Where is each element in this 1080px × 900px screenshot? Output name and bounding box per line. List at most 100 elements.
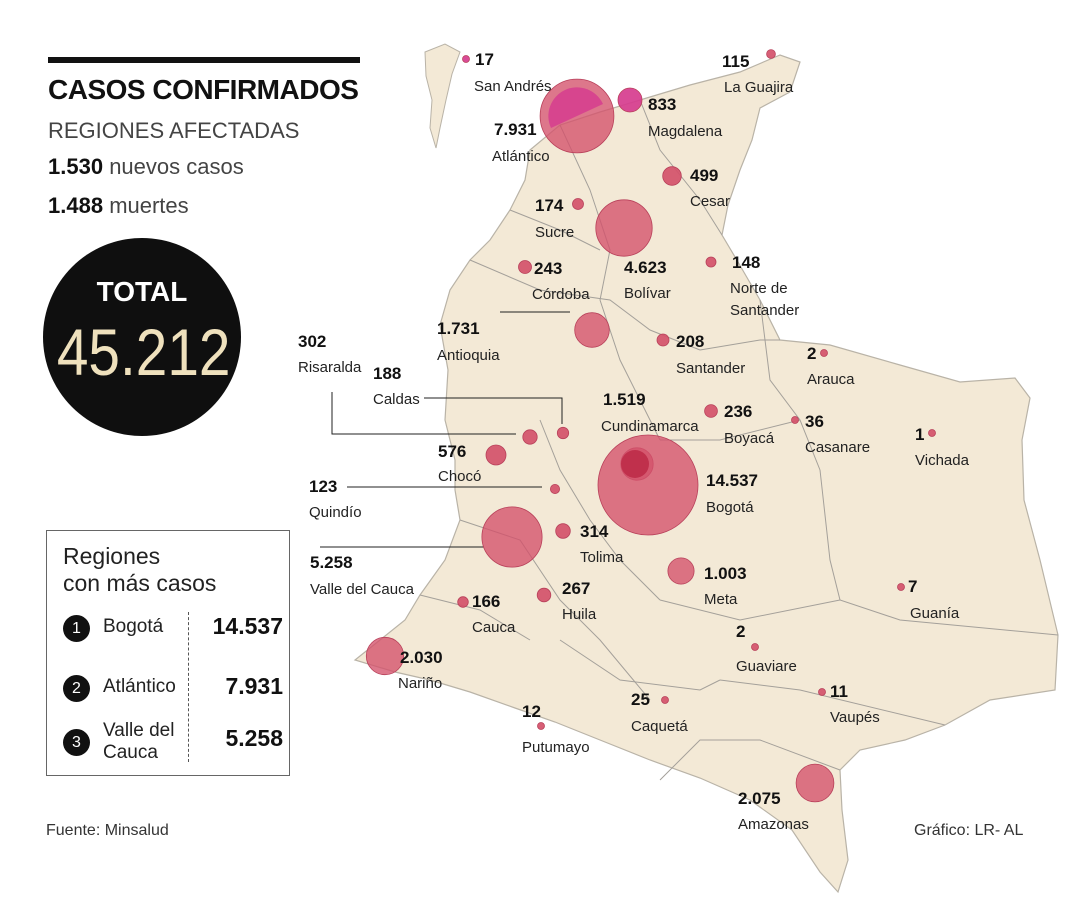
- bubble-caldas: [556, 426, 570, 440]
- bubble-caquet-: [661, 696, 669, 704]
- region-name: Cundinamarca: [601, 418, 699, 435]
- rank-name-line1: Valle del: [103, 720, 175, 741]
- bubble-c-rdoba: [518, 260, 532, 274]
- region-name: Caquetá: [631, 718, 688, 735]
- bubble-huila: [536, 587, 552, 603]
- rank-name: Valle del Cauca: [103, 720, 174, 764]
- ranking-row: 1 Bogotá 14.537: [63, 611, 283, 651]
- region-name: Chocó: [438, 468, 481, 485]
- rank-name-line2: Cauca: [103, 742, 158, 763]
- bubble-tolima: [555, 523, 571, 539]
- region-name: Norte de: [730, 280, 788, 297]
- rank-value: 7.931: [225, 673, 283, 699]
- bubble-amazonas: [795, 763, 835, 803]
- credit-note: Gráfico: LR- AL: [914, 822, 1024, 839]
- region-name: Antioquia: [437, 347, 500, 364]
- page-subtitle: REGIONES AFECTADAS: [48, 118, 300, 143]
- total-label: TOTAL: [96, 276, 188, 307]
- region-value: 576: [438, 442, 466, 461]
- region-value: 1.519: [603, 390, 646, 409]
- region-name: Arauca: [807, 371, 855, 388]
- region-value: 1.731: [437, 319, 480, 338]
- region-value: 314: [580, 522, 609, 541]
- region-value: 2: [736, 622, 745, 641]
- case-bubbles: [365, 49, 936, 803]
- region-value: 11: [830, 682, 848, 701]
- region-value: 12: [522, 702, 541, 721]
- bubble-bogot-: [597, 434, 699, 536]
- region-value: 25: [631, 690, 650, 709]
- total-badge: TOTAL 45.212: [43, 238, 241, 436]
- bubble-vichada: [928, 429, 936, 437]
- region-name: Huila: [562, 606, 597, 623]
- ranking-box: Regiones con más casos 1 Bogotá 14.537 2…: [46, 530, 290, 776]
- region-name: Santander: [730, 302, 799, 319]
- region-name: Sucre: [535, 224, 574, 241]
- region-name: Risaralda: [298, 359, 362, 376]
- bubble-cauca: [457, 596, 469, 608]
- region-value: 499: [690, 166, 718, 185]
- rank-number: 3: [63, 729, 90, 756]
- region-name: San Andrés: [474, 78, 552, 95]
- bubble-quind-o: [550, 483, 561, 494]
- region-name: Guanía: [910, 605, 960, 622]
- new-cases-value: 1.530: [48, 154, 104, 179]
- bubble-guaviare: [751, 643, 759, 651]
- rank-value: 5.258: [225, 725, 283, 751]
- region-name: Meta: [704, 591, 738, 608]
- region-value: 236: [724, 402, 752, 421]
- ranking-divider: [188, 612, 189, 762]
- rank-name: Bogotá: [103, 616, 164, 637]
- bubble-choc-: [485, 444, 507, 466]
- ranking-title-line2: con más casos: [63, 570, 217, 596]
- new-cases-stat: 1.530 nuevos casos: [48, 154, 244, 180]
- region-name: Boyacá: [724, 430, 775, 447]
- region-name: La Guajira: [724, 79, 794, 96]
- region-value: 4.623: [624, 258, 667, 277]
- region-value: 267: [562, 579, 590, 598]
- region-name: Magdalena: [648, 123, 723, 140]
- bubble-valle-del-cauca: [481, 506, 543, 568]
- region-value: 148: [732, 253, 760, 272]
- region-name: Vaupés: [830, 709, 880, 726]
- bubble-cundinamarca-inner: [621, 450, 649, 478]
- region-name: Vichada: [915, 452, 970, 469]
- region-name: Nariño: [398, 675, 442, 692]
- bubble-bol-var: [595, 199, 653, 257]
- rank-name: Atlántico: [103, 676, 176, 697]
- bubble-atlantico-highlight: [548, 87, 603, 128]
- region-value: 36: [805, 412, 824, 431]
- region-value: 302: [298, 332, 326, 351]
- region-name: Bogotá: [706, 499, 754, 516]
- bubble-antioquia: [574, 312, 610, 348]
- ranking-title-line1: Regiones: [63, 543, 161, 569]
- region-name: Cauca: [472, 619, 516, 636]
- bubble-vaup-s: [818, 688, 826, 696]
- bubble-meta: [667, 557, 695, 585]
- region-name: Cesar: [690, 193, 730, 210]
- region-value: 7.931: [494, 120, 537, 139]
- region-value: 188: [373, 364, 401, 383]
- new-cases-label: nuevos casos: [109, 154, 244, 179]
- bubble-arauca: [820, 349, 828, 357]
- region-name: Putumayo: [522, 739, 590, 756]
- region-name: Santander: [676, 360, 745, 377]
- bubble-putumayo: [537, 722, 545, 730]
- region-name: Bolívar: [624, 285, 671, 302]
- region-name: Valle del Cauca: [310, 581, 415, 598]
- bubble-santander: [656, 333, 670, 347]
- region-value: 14.537: [706, 471, 758, 490]
- region-name: Quindío: [309, 504, 362, 521]
- region-value: 7: [908, 577, 917, 596]
- region-value: 1: [915, 425, 924, 444]
- region-value: 1.003: [704, 564, 747, 583]
- total-value: 45.212: [56, 315, 231, 389]
- rank-value: 14.537: [212, 613, 283, 639]
- bubble-boyac-: [704, 404, 718, 418]
- region-value: 17: [475, 50, 494, 69]
- deaths-stat: 1.488 muertes: [48, 193, 189, 219]
- rank-number: 2: [63, 675, 90, 702]
- deaths-value: 1.488: [48, 193, 104, 218]
